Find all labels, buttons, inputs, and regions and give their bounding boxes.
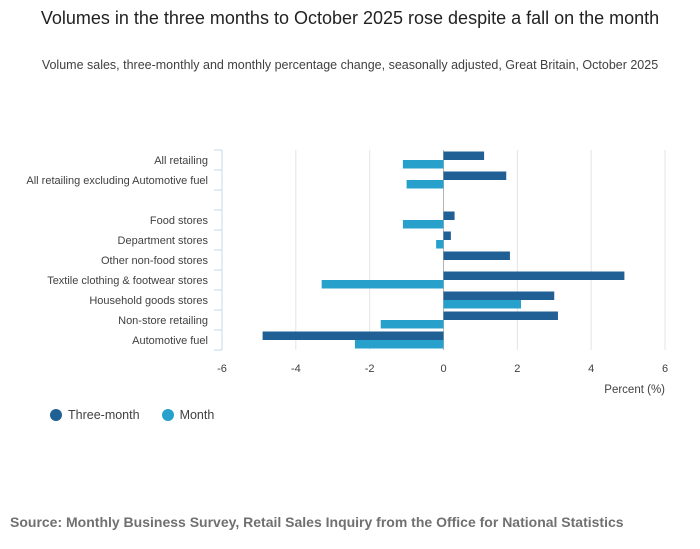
category-label: Automotive fuel [132,335,208,347]
bar-month[interactable] [443,300,522,309]
chart-title: Volumes in the three months to October 2… [40,8,660,28]
category-label: All retailing [154,155,208,167]
bar-three-month[interactable] [443,231,451,241]
category-label: Other non-food stores [101,255,209,267]
x-tick-label: -2 [365,363,375,375]
bar-chart: -6 -4 -2 0 2 4 6 All retailing All retailing exc… [26,149,668,396]
bar-three-month[interactable] [443,291,555,301]
legend-swatch-three-month [50,409,62,421]
bar-three-month[interactable] [443,271,625,281]
category-label: All retailing excluding Automotive fuel [26,175,208,187]
category-label: Food stores [150,215,209,227]
x-tick-label: -4 [291,363,301,375]
bar-three-month[interactable] [443,151,485,161]
bar-month[interactable] [402,160,444,169]
legend-label-three-month: Three-month [68,408,140,422]
chart-subtitle: Volume sales, three-monthly and monthly … [41,58,659,72]
category-label: Department stores [118,235,209,247]
bar-three-month[interactable] [443,251,510,261]
category-label: Textile clothing & footwear stores [47,275,208,287]
bar-month[interactable] [380,320,444,329]
x-tick-label: 0 [440,363,446,375]
source-note: Source: Monthly Business Survey, Retail … [10,514,624,530]
legend-swatch-month [161,409,174,421]
bar-month[interactable] [436,240,444,249]
x-tick-label: -6 [217,363,227,375]
axes: -6 -4 -2 0 2 4 6 All retailing All retailing exc… [26,149,668,375]
bar-month[interactable] [406,180,444,189]
x-tick-label: 6 [662,363,668,375]
legend-item-three-month[interactable]: Three-month [50,408,140,422]
bar-three-month[interactable] [262,331,444,341]
legend: Three-month Month [50,408,214,422]
x-tick-label: 2 [514,363,520,375]
bar-month[interactable] [354,340,444,349]
x-axis-label: Percent (%) [604,384,665,396]
category-label: Non-store retailing [118,315,208,327]
x-tick-label: 4 [588,363,594,375]
category-label: Household goods stores [89,295,208,307]
legend-label-month: Month [179,408,215,422]
bar-three-month[interactable] [443,171,507,181]
bars [262,151,625,349]
bar-month[interactable] [402,220,444,229]
legend-item-month[interactable]: Month [161,408,215,422]
bar-three-month[interactable] [443,311,558,321]
bar-month[interactable] [321,280,444,289]
bar-three-month[interactable] [443,211,455,221]
